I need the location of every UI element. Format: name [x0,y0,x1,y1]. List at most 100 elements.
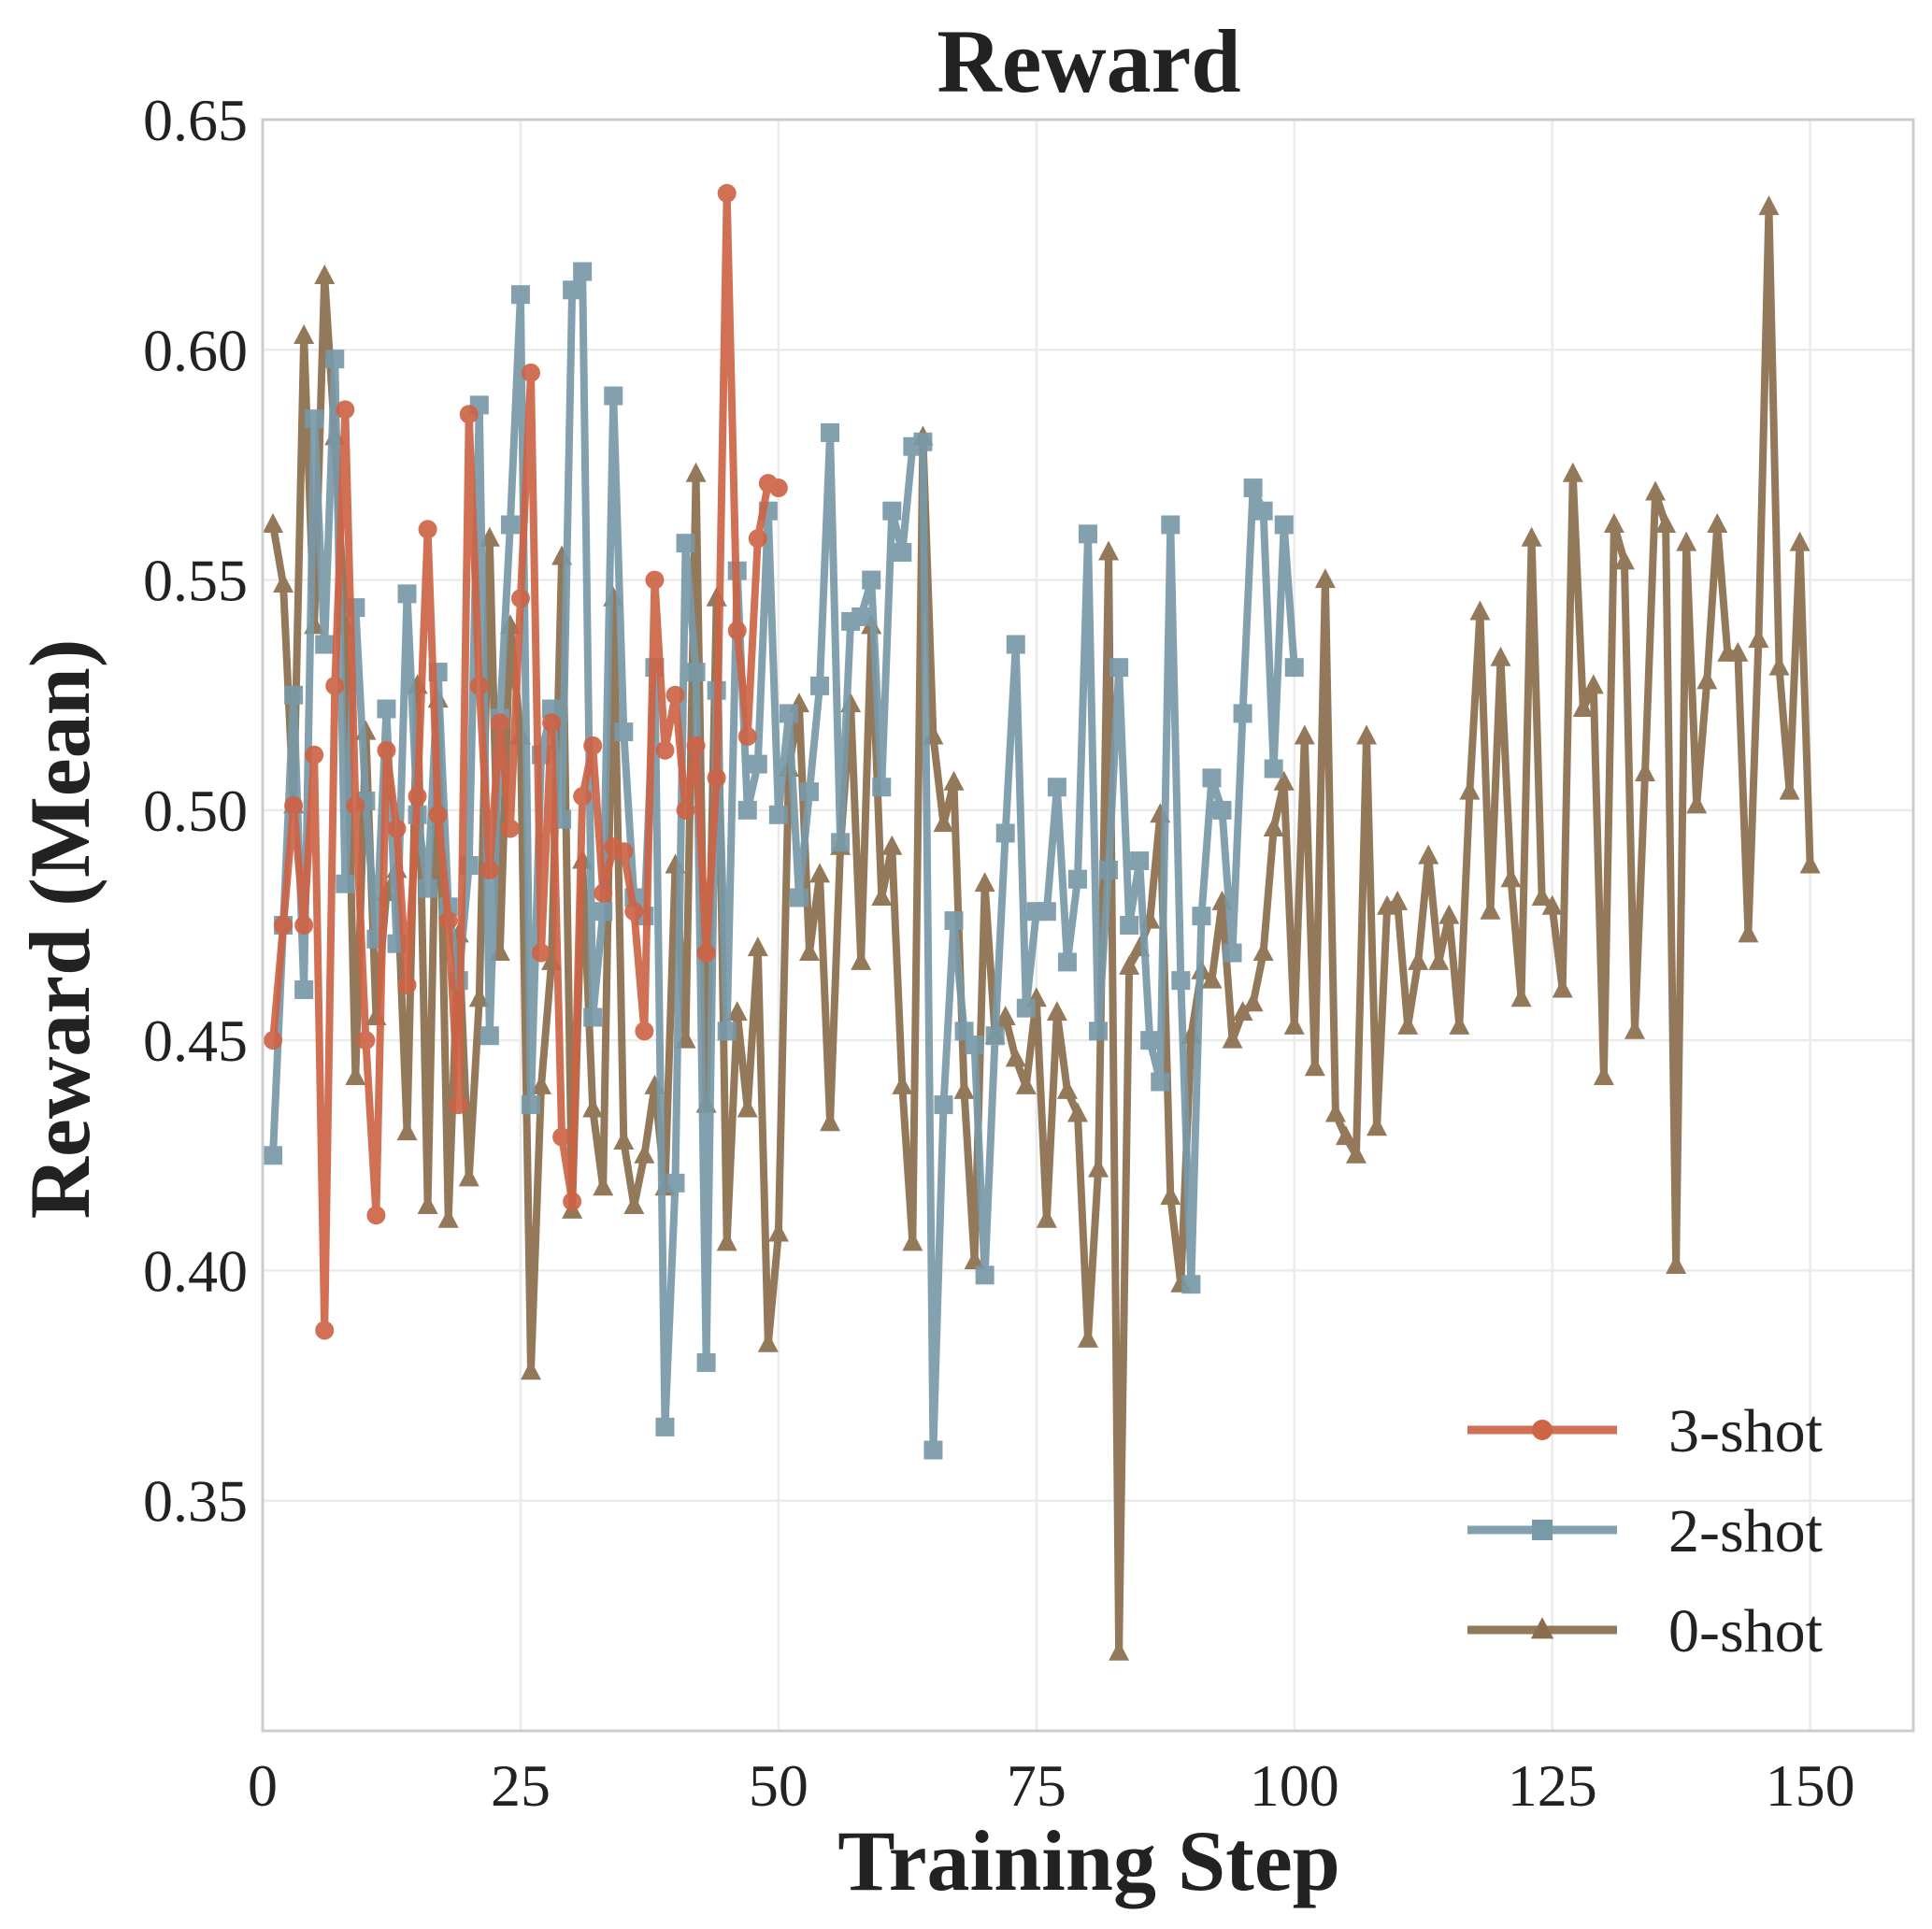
data-point-2-shot [1099,860,1119,879]
data-point-2-shot [965,1036,984,1055]
data-point-0-shot [1367,1116,1388,1136]
data-point-0-shot [1707,512,1728,533]
data-point-2-shot [789,888,809,907]
data-point-0-shot [1222,1028,1243,1049]
data-point-2-shot [768,805,788,824]
data-point-3-shot [748,529,767,549]
data-point-2-shot [542,699,562,719]
data-point-0-shot [1500,867,1522,888]
data-point-0-shot [1273,770,1295,791]
data-point-0-shot [1613,550,1635,570]
data-point-2-shot [882,501,902,521]
data-point-0-shot [1294,724,1315,745]
data-point-2-shot [852,607,871,626]
y-tick-label: 0.65 [143,87,248,153]
data-point-3-shot [696,943,716,963]
series-line-0-shot [269,203,1814,1657]
data-point-3-shot [727,621,747,640]
y-tick-label: 0.50 [143,778,248,844]
data-point-2-shot [563,280,582,300]
data-point-2-shot [1037,902,1056,922]
data-point-0-shot [1449,1014,1470,1035]
data-point-2-shot [1192,907,1211,926]
data-point-3-shot [305,745,324,764]
data-point-0-shot [1418,844,1439,864]
data-point-3-shot [459,405,479,424]
data-point-0-shot [1696,669,1718,690]
data-point-0-shot [263,512,284,533]
data-point-2-shot [521,1095,540,1115]
data-point-0-shot [881,835,903,855]
data-point-3-shot [563,1192,582,1211]
data-point-0-shot [1748,628,1769,649]
data-point-0-shot [1686,793,1708,814]
data-point-0-shot [1438,904,1460,924]
data-point-0-shot [943,770,965,791]
data-point-3-shot [614,842,634,862]
data-point-3-shot [438,911,458,931]
data-point-3-shot [294,916,314,935]
data-point-0-shot [1046,1001,1067,1022]
plot-frame [261,118,1915,1733]
data-point-2-shot [1006,635,1025,654]
data-point-2-shot [1120,916,1139,935]
legend-label: 2-shot [1668,1497,1823,1565]
data-point-3-shot [686,736,706,755]
data-point-0-shot [623,1193,645,1214]
data-point-0-shot [1263,817,1284,837]
data-point-3-shot [542,713,562,733]
data-point-2-shot [923,1440,943,1460]
data-point-3-shot [469,676,489,695]
data-point-3-shot [397,976,417,995]
grid-lines [261,118,1913,1731]
data-point-3-shot [408,787,427,807]
data-point-0-shot [1645,480,1667,501]
x-tick-label: 100 [1250,1752,1339,1819]
data-point-0-shot [851,950,872,970]
data-point-3-shot [449,1095,468,1115]
data-point-2-shot [686,663,706,682]
data-point-3-shot [274,916,293,935]
data-point-0-shot [685,462,707,482]
data-point-0-shot [1738,922,1759,943]
data-point-2-shot [1089,1022,1109,1041]
data-point-0-shot [974,872,995,893]
data-point-2-shot [676,534,695,553]
data-point-0-shot [1666,1254,1687,1275]
data-point-0-shot [1459,779,1481,800]
data-point-0-shot [531,1074,552,1094]
data-point-2-shot [913,432,933,451]
data-point-0-shot [1768,655,1790,676]
data-point-2-shot [1016,998,1036,1018]
data-point-3-shot [387,819,407,838]
data-point-2-shot [1253,501,1273,521]
legend-label: 3-shot [1668,1397,1823,1465]
data-point-0-shot [1242,992,1264,1012]
data-point-0-shot [1727,641,1749,662]
data-point-0-shot [995,1006,1016,1026]
data-point-0-shot [1799,853,1821,874]
data-point-0-shot [933,812,954,833]
data-point-3-shot [510,589,530,608]
data-point-0-shot [809,863,831,883]
data-point-0-shot [1160,1185,1181,1206]
data-point-0-shot [396,1121,418,1141]
x-tick-label: 125 [1508,1752,1597,1819]
data-point-0-shot [1428,950,1450,970]
data-point-2-shot [1264,759,1283,779]
data-point-0-shot [273,572,294,593]
data-point-2-shot [1171,971,1191,991]
data-point-0-shot [902,1231,923,1251]
data-point-3-shot [315,1321,335,1340]
data-point-0-shot [345,1065,366,1086]
data-point-2-shot [604,386,623,406]
data-point-0-shot [458,1166,479,1187]
data-point-3-shot [336,400,355,420]
data-point-0-shot [417,1193,438,1214]
data-point-0-shot [1562,462,1583,482]
legend-marker [1530,1617,1554,1639]
y-tick-label: 0.60 [143,317,248,383]
data-point-2-shot [1047,778,1066,797]
data-point-2-shot [1243,479,1263,498]
data-point-0-shot [1593,1065,1614,1086]
